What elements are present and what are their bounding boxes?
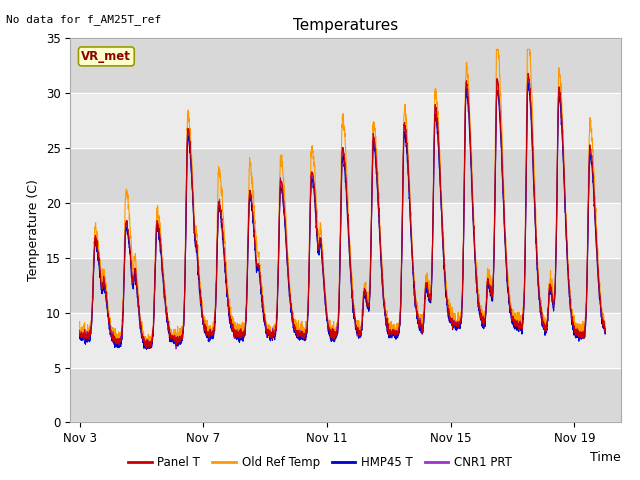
Panel T [117, 336, 125, 342]
Panel T [189, 204, 197, 210]
Legend: Panel T, Old Ref Temp, HMP45 T, CNR1 PRT: Panel T, Old Ref Temp, HMP45 T, CNR1 PRT [124, 452, 516, 474]
HMP45 T [490, 253, 498, 259]
HMP45 T [234, 336, 242, 342]
CNR1 PRT [76, 331, 83, 337]
Line: Panel T: Panel T [79, 73, 605, 348]
HMP45 T [117, 339, 125, 345]
HMP45 T [365, 309, 372, 314]
Bar [70, 368, 621, 422]
Y-axis label: Temperature (C): Temperature (C) [28, 180, 40, 281]
Text: VR_met: VR_met [81, 50, 131, 63]
Old Ref Temp [147, 346, 154, 351]
Line: CNR1 PRT: CNR1 PRT [79, 78, 605, 349]
HMP45 T [524, 80, 532, 86]
Old Ref Temp [234, 326, 242, 332]
Old Ref Temp [76, 319, 83, 324]
Old Ref Temp [490, 239, 498, 244]
Old Ref Temp [182, 174, 190, 180]
Panel T [490, 249, 498, 254]
Panel T [602, 326, 609, 332]
Old Ref Temp [117, 336, 125, 342]
Panel T [365, 304, 372, 310]
Panel T [182, 181, 190, 187]
HMP45 T [182, 187, 190, 193]
CNR1 PRT [524, 75, 532, 81]
CNR1 PRT [117, 334, 125, 339]
HMP45 T [143, 347, 150, 352]
CNR1 PRT [182, 186, 190, 192]
Bar [70, 148, 621, 203]
Panel T [142, 345, 150, 351]
CNR1 PRT [490, 250, 498, 255]
Text: No data for f_AM25T_ref: No data for f_AM25T_ref [6, 14, 162, 25]
Old Ref Temp [602, 326, 609, 332]
Line: Old Ref Temp: Old Ref Temp [79, 49, 605, 348]
Line: HMP45 T: HMP45 T [79, 83, 605, 349]
CNR1 PRT [602, 328, 609, 334]
Panel T [76, 327, 83, 333]
Title: Temperatures: Temperatures [293, 18, 398, 33]
CNR1 PRT [234, 332, 242, 338]
Old Ref Temp [493, 47, 500, 52]
Old Ref Temp [365, 297, 372, 302]
CNR1 PRT [172, 346, 180, 352]
HMP45 T [602, 331, 609, 336]
Panel T [524, 71, 532, 76]
Bar [70, 38, 621, 93]
HMP45 T [76, 331, 83, 337]
CNR1 PRT [365, 306, 372, 312]
X-axis label: Time: Time [590, 451, 621, 464]
Panel T [234, 334, 242, 339]
Bar [70, 258, 621, 312]
CNR1 PRT [189, 204, 197, 210]
HMP45 T [189, 210, 197, 216]
Old Ref Temp [189, 190, 197, 196]
